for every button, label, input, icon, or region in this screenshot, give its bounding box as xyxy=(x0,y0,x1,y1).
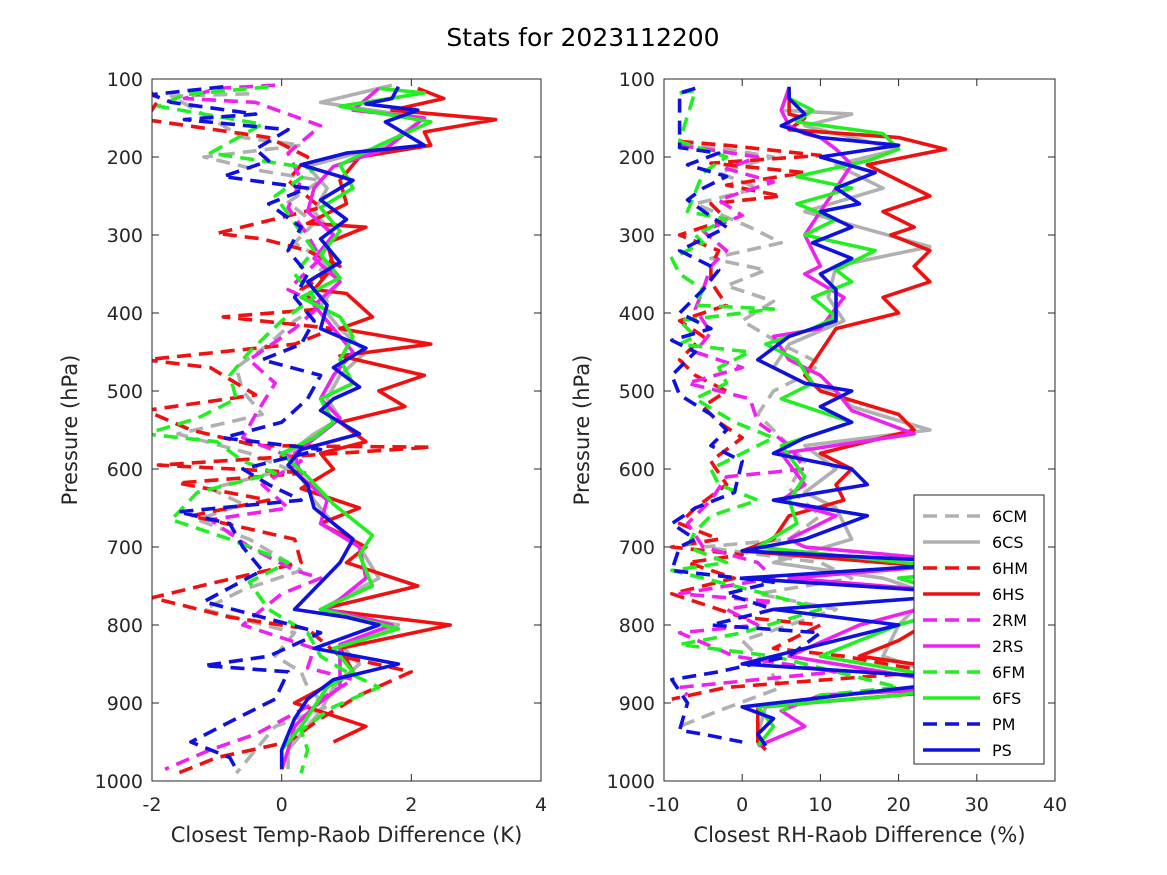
chart-1-ytick-label: 1000 xyxy=(607,771,655,793)
chart-0-ytick-label: 700 xyxy=(107,537,143,559)
chart-0-axes-box xyxy=(151,78,542,782)
chart-0-ylabel: Pressure (hPa) xyxy=(58,355,82,506)
chart-0-ytick-label: 600 xyxy=(107,459,143,481)
chart-1-ytick-label: 800 xyxy=(619,615,655,637)
chart-1-axes-box xyxy=(663,78,1056,782)
chart-0-series-6hs xyxy=(292,86,498,744)
chart-1-ytick-label: 700 xyxy=(619,537,655,559)
legend-label-ps: PS xyxy=(992,741,1012,760)
chart-1-series-6hm xyxy=(669,139,932,701)
chart-0-ytick-label: 900 xyxy=(107,693,143,715)
chart-1-series-6fs xyxy=(755,88,979,748)
chart-0-ytick-label: 1000 xyxy=(95,771,143,793)
legend-label-6cm: 6CM xyxy=(992,507,1027,526)
chart-0-ytick-label: 100 xyxy=(107,69,143,91)
chart-1-xtick-label: 0 xyxy=(736,794,748,816)
legend-label-2rs: 2RS xyxy=(992,637,1023,656)
rh-difference-chart: -10 0 10 20 30 40 100 200 300 400 500 600 700 800 900 1… xyxy=(570,69,1067,847)
legend-label-pm: PM xyxy=(992,715,1015,734)
chart-1-ytick-label: 900 xyxy=(619,693,655,715)
chart-0-series-6fm xyxy=(152,85,381,774)
chart-0-ytick-label: 300 xyxy=(107,225,143,247)
legend-label-6hm: 6HM xyxy=(992,559,1028,578)
chart-0-xtick-label: 4 xyxy=(535,794,547,816)
chart-1-ytick-label: 300 xyxy=(619,225,655,247)
chart-1-ytick-label: 200 xyxy=(619,147,655,169)
chart-0-series-6hm xyxy=(152,90,433,775)
chart-0-ytick-label: 800 xyxy=(107,615,143,637)
chart-1-ytick-label: 500 xyxy=(619,381,655,403)
chart-1-ytick-label: 100 xyxy=(619,69,655,91)
chart-0-ytick-label: 500 xyxy=(107,381,143,403)
chart-0-series-6fs xyxy=(279,86,433,770)
chart-1-ytick-label: 400 xyxy=(619,303,655,325)
chart-0-series-2rm xyxy=(164,83,355,771)
chart-0-xlabel: Closest Temp-Raob Difference (K) xyxy=(171,823,523,847)
legend-label-2rm: 2RM xyxy=(992,611,1027,630)
chart-0-series-ps xyxy=(279,85,427,770)
chart-1-xtick-label: 10 xyxy=(808,794,832,816)
chart-0-ytick-label: 400 xyxy=(107,303,143,325)
chart-1-series-pm xyxy=(669,86,823,744)
chart-1-xtick-label: 30 xyxy=(965,794,989,816)
legend: 6CM 6CS 6HM 6HS 2RM 2RS 6FM 6FS PM PS xyxy=(913,494,1045,765)
chart-1-series-6hs xyxy=(740,88,979,752)
chart-0-ytick-label: 200 xyxy=(107,147,143,169)
legend-label-6hs: 6HS xyxy=(992,585,1024,604)
chart-1-ytick-label: 600 xyxy=(619,459,655,481)
chart-1-series-6fm xyxy=(669,88,901,713)
chart-0-xtick-label: 0 xyxy=(276,794,288,816)
chart-1-xlabel: Closest RH-Raob Difference (%) xyxy=(693,823,1025,847)
chart-0-series-pm xyxy=(152,85,323,771)
chart-1-ylabel: Pressure (hPa) xyxy=(570,355,594,506)
chart-0-xtick-label: 2 xyxy=(405,794,417,816)
chart-0-xtick-label: -2 xyxy=(143,794,162,816)
chart-1-series-ps xyxy=(740,86,979,747)
chart-1-xtick-label: 20 xyxy=(887,794,911,816)
legend-label-6fs: 6FS xyxy=(992,689,1021,708)
chart-1-xtick-label: 40 xyxy=(1043,794,1067,816)
figure-title: Stats for 2023112200 xyxy=(446,23,719,52)
legend-label-6cs: 6CS xyxy=(992,533,1024,552)
legend-label-6fm: 6FM xyxy=(992,663,1025,682)
chart-1-xtick-label: -10 xyxy=(648,794,679,816)
temp-difference-chart: -2 0 2 4 100 200 300 400 500 600 700 800 900 1000 Clos… xyxy=(58,69,547,847)
